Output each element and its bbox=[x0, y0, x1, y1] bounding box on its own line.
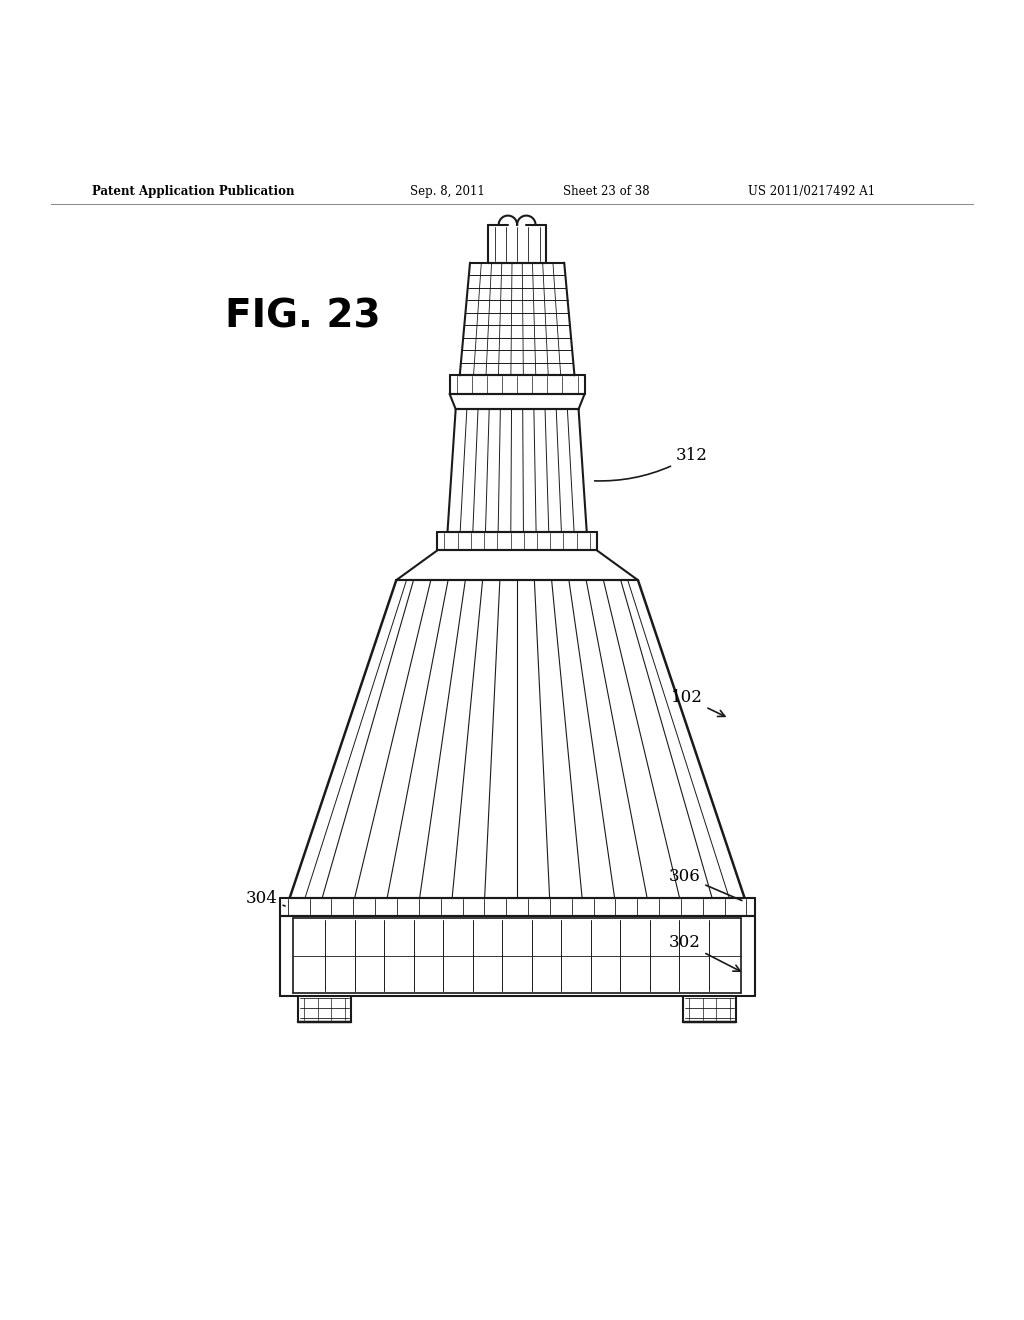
Text: Sep. 8, 2011: Sep. 8, 2011 bbox=[410, 185, 484, 198]
Text: FIG. 23: FIG. 23 bbox=[225, 298, 381, 337]
Text: Patent Application Publication: Patent Application Publication bbox=[92, 185, 295, 198]
Text: 304: 304 bbox=[246, 890, 285, 907]
Text: 302: 302 bbox=[669, 935, 740, 972]
Text: US 2011/0217492 A1: US 2011/0217492 A1 bbox=[748, 185, 874, 198]
Text: 102: 102 bbox=[671, 689, 725, 717]
Text: 312: 312 bbox=[595, 446, 708, 480]
Text: Sheet 23 of 38: Sheet 23 of 38 bbox=[563, 185, 650, 198]
Text: 306: 306 bbox=[669, 867, 742, 900]
